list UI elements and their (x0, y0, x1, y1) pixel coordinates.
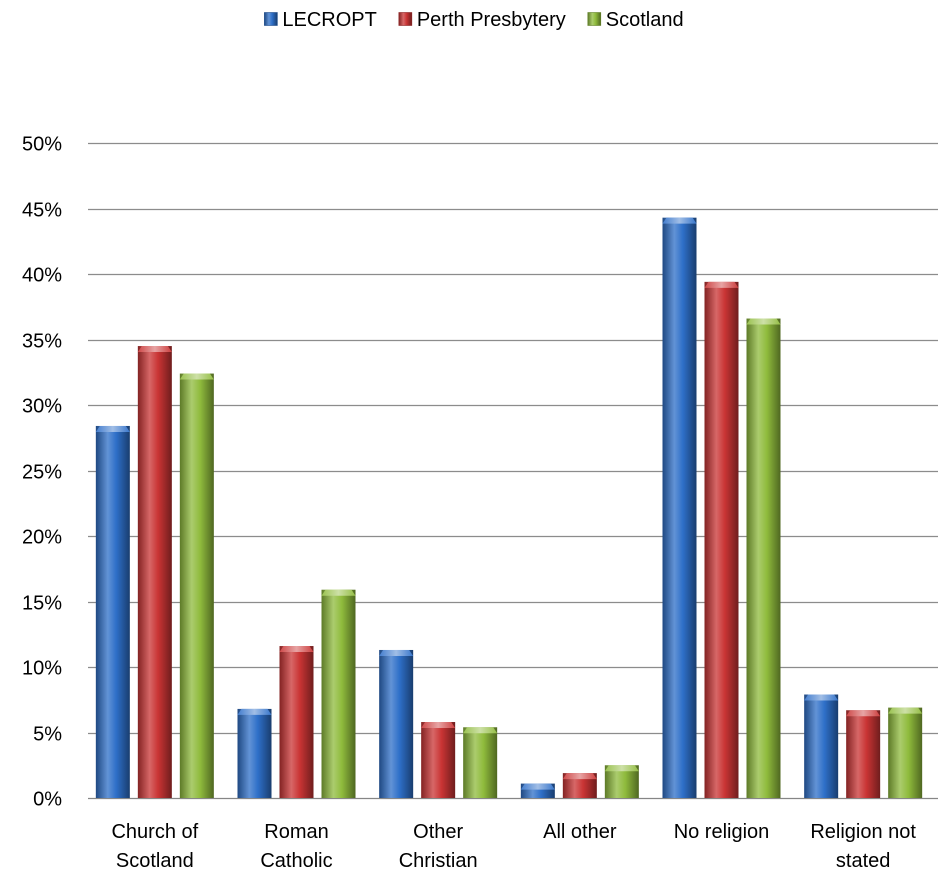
bar-scotland (322, 590, 356, 798)
bar-perth-presbytery (138, 346, 172, 798)
x-tick-label: All other (543, 821, 617, 843)
bar-cap (322, 590, 356, 596)
bar-cap (521, 784, 555, 790)
legend-label: Perth Presbytery (417, 9, 566, 31)
bar-body (846, 710, 880, 798)
bar-lecropt (804, 695, 838, 798)
bar-cap (138, 346, 172, 352)
bar-cap (180, 374, 214, 380)
bar-cap (463, 727, 497, 733)
y-tick-label: 35% (22, 331, 62, 353)
legend: LECROPT Perth Presbytery Scotland (264, 9, 683, 31)
y-tick-label: 15% (22, 593, 62, 615)
bar-body (421, 722, 455, 798)
bar-body (747, 319, 781, 798)
bar-cap (846, 710, 880, 716)
bar-body (705, 282, 739, 798)
y-axis: 0% 5% 10% 15% 20% 25% 30% 35% 40% 45% 50% (22, 134, 62, 811)
y-tick-label: 50% (22, 134, 62, 156)
y-tick-label: 45% (22, 200, 62, 222)
bar-cap (747, 319, 781, 325)
x-tick-label: No religion (674, 821, 770, 843)
bar-body (180, 374, 214, 798)
bar-perth-presbytery (705, 282, 739, 798)
bar-body (663, 218, 697, 798)
bar-cap (705, 282, 739, 288)
x-tick-label: Other Christian (399, 821, 478, 872)
y-tick-label: 5% (33, 724, 62, 746)
bar-perth-presbytery (846, 710, 880, 798)
x-axis: Church of Scotland Roman Catholic Other Chris… (111, 821, 916, 872)
legend-swatch (264, 13, 277, 26)
bar-cap (563, 773, 597, 779)
bar-scotland (605, 765, 639, 798)
bar-cap (96, 426, 130, 432)
bar-lecropt (238, 709, 272, 798)
bar-body (238, 709, 272, 798)
bar-perth-presbytery (563, 773, 597, 798)
bar-body (280, 646, 314, 798)
legend-swatch (588, 13, 601, 26)
legend-label: Scotland (606, 9, 684, 31)
legend-item-lecropt: LECROPT (264, 9, 376, 31)
legend-swatch (399, 13, 412, 26)
y-tick-label: 40% (22, 265, 62, 287)
legend-item-perth-presbytery: Perth Presbytery (399, 9, 566, 31)
bar-lecropt (521, 784, 555, 798)
bar-cap (280, 646, 314, 652)
bar-scotland (747, 319, 781, 798)
bar-body (138, 346, 172, 798)
bar-body (322, 590, 356, 798)
bar-perth-presbytery (280, 646, 314, 798)
bar-cap (804, 695, 838, 701)
y-tick-label: 30% (22, 396, 62, 418)
x-tick-label: Religion not stated (810, 821, 916, 872)
x-tick-label: Roman Catholic (260, 821, 332, 872)
bar-cap (888, 708, 922, 714)
bar-scotland (888, 708, 922, 798)
bars (96, 218, 922, 798)
bar-body (463, 727, 497, 798)
bar-scotland (463, 727, 497, 798)
bar-body (888, 708, 922, 798)
legend-item-scotland: Scotland (588, 9, 684, 31)
bar-lecropt (379, 650, 413, 798)
bar-cap (421, 722, 455, 728)
x-tick-label: Church of Scotland (111, 821, 198, 872)
bar-perth-presbytery (421, 722, 455, 798)
y-tick-label: 20% (22, 527, 62, 549)
y-tick-label: 0% (33, 789, 62, 811)
bar-scotland (180, 374, 214, 798)
legend-label: LECROPT (282, 9, 376, 31)
bar-cap (663, 218, 697, 224)
bar-lecropt (663, 218, 697, 798)
bar-cap (605, 765, 639, 771)
bar-body (804, 695, 838, 798)
bar-lecropt (96, 426, 130, 798)
bar-cap (238, 709, 272, 715)
y-tick-label: 10% (22, 658, 62, 680)
bar-body (96, 426, 130, 798)
bar-body (379, 650, 413, 798)
y-tick-label: 25% (22, 462, 62, 484)
bar-cap (379, 650, 413, 656)
